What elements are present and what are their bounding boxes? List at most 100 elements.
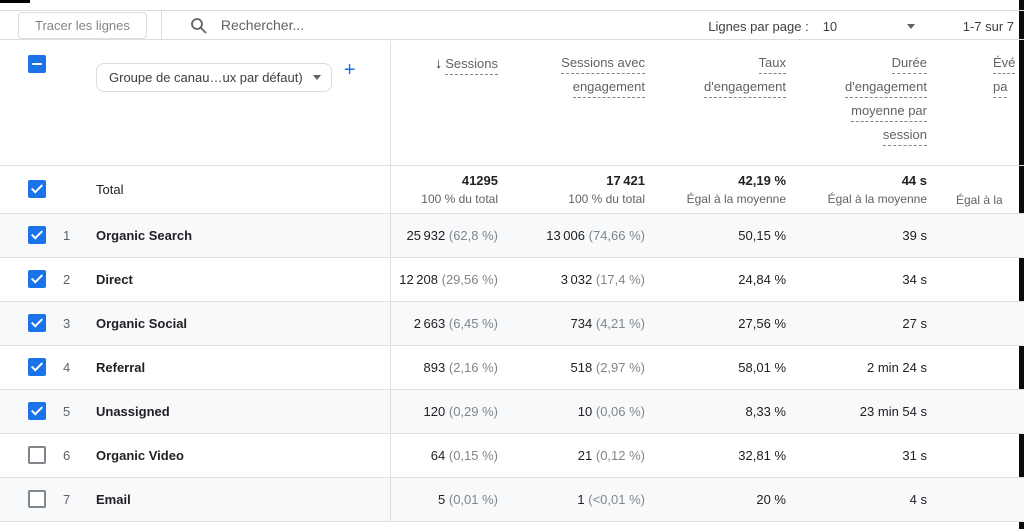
channel-name: Email [95,477,391,522]
sessions-value: 5 [438,491,446,507]
sessions-pct: (29,56 %) [441,271,498,287]
sessions-value: 893 [423,359,446,375]
total-rate-sub: Égal à la moyenne [686,191,786,206]
table-row: 3 Organic Social 2 663 (6,45 %) 734 (4,2… [0,301,1024,346]
rows-per-page-value: 10 [822,18,838,34]
total-events-sub-clipped: Égal à la [956,193,1003,207]
engaged-value: 518 [570,359,593,375]
channel-name: Direct [95,257,391,302]
total-rate: 42,19 % [738,172,786,188]
engaged-pct: (4,21 %) [595,315,645,331]
engaged-pct: (17,4 %) [595,271,645,287]
sessions-value: 120 [423,403,446,419]
row-number: 2 [62,257,95,302]
add-dimension-button[interactable]: + [343,59,356,81]
sessions-pct: (6,45 %) [448,315,498,331]
chevron-down-icon [906,23,915,29]
channels-table: Groupe de canau…ux par défaut) + ↓ Sessio… [0,41,1024,522]
column-header-events-clipped[interactable]: Évé pa [939,41,1024,166]
duration-value: 4 s [798,477,939,522]
total-row-checkbox[interactable] [28,180,46,198]
table-row: 6 Organic Video 64 (0,15 %) 21 (0,12 %) … [0,433,1024,478]
channel-name: Organic Social [95,301,391,346]
select-all-checkbox[interactable] [28,55,46,73]
table-row: 2 Direct 12 208 (29,56 %) 3 032 (17,4 %)… [0,257,1024,302]
rate-value: 32,81 % [657,433,798,478]
rate-value: 58,01 % [657,345,798,390]
sessions-value: 25 932 [406,227,446,243]
table-row: 1 Organic Search 25 932 (62,8 %) 13 006 … [0,213,1024,258]
search-icon [190,17,207,33]
column-header-avg-engagement-time[interactable]: Durée d'engagement moyenne par session [798,41,939,166]
row-number: 3 [62,301,95,346]
row-number: 1 [62,213,95,258]
rate-value: 8,33 % [657,389,798,434]
duration-value: 39 s [798,213,939,258]
sessions-pct: (62,8 %) [448,227,498,243]
engaged-value: 1 [577,491,585,507]
total-engaged: 17 421 [606,172,645,188]
column-header-engaged-sessions[interactable]: Sessions avec engagement [510,41,657,166]
rate-value: 24,84 % [657,257,798,302]
row-number: 4 [62,345,95,390]
rows-per-page-select[interactable]: 10 [823,19,915,34]
duration-value: 23 min 54 s [798,389,939,434]
search-input[interactable] [218,16,523,34]
row-checkbox[interactable] [28,402,46,420]
total-duration-sub: Égal à la moyenne [827,191,927,206]
sessions-value: 2 663 [413,315,446,331]
engaged-pct: (0,12 %) [595,447,645,463]
engaged-value: 13 006 [546,227,585,243]
channel-name: Organic Video [95,433,391,478]
total-row: Total 41295 100 % du total 17 421 100 % du… [0,165,1024,214]
engaged-pct: (2,97 %) [595,359,645,375]
rate-value: 20 % [657,477,798,522]
row-checkbox[interactable] [28,314,46,332]
sessions-value: 12 208 [399,271,438,287]
engaged-value: 10 [577,403,593,419]
sessions-pct: (2,16 %) [448,359,498,375]
chevron-down-icon [312,75,321,80]
sessions-pct: (0,29 %) [448,403,498,419]
crop-artifact-top [0,0,30,3]
plot-rows-button[interactable]: Tracer les lignes [18,11,147,39]
table-row: 5 Unassigned 120 (0,29 %) 10 (0,06 %) 8,… [0,389,1024,434]
row-number: 5 [62,389,95,434]
toolbar-right: Lignes par page : 10 1-7 sur 7 [708,11,1014,41]
table-row: 7 Email 5 (0,01 %) 1 (<0,01 %) 20 % 4 s [0,477,1024,522]
channel-name: Organic Search [95,213,391,258]
duration-value: 27 s [798,301,939,346]
pagination-range: 1-7 sur 7 [962,18,1014,34]
channel-name: Referral [95,345,391,390]
row-checkbox[interactable] [28,226,46,244]
duration-value: 2 min 24 s [798,345,939,390]
row-checkbox[interactable] [28,490,46,508]
rows-per-page-label: Lignes par page : [708,18,809,34]
rate-value: 27,56 % [657,301,798,346]
rate-value: 50,15 % [657,213,798,258]
row-checkbox[interactable] [28,446,46,464]
column-header-sessions[interactable]: ↓ Sessions [390,41,510,166]
duration-value: 34 s [798,257,939,302]
table-row: 4 Referral 893 (2,16 %) 518 (2,97 %) 58,… [0,345,1024,390]
row-number: 7 [62,477,95,522]
search-box[interactable] [190,16,523,34]
engaged-value: 734 [570,315,593,331]
toolbar-divider [160,10,162,40]
sort-descending-icon: ↓ [435,55,443,71]
row-checkbox[interactable] [28,358,46,376]
engaged-pct: (<0,01 %) [588,491,645,507]
table-toolbar: Tracer les lignes Lignes par page : 10 1… [0,10,1024,40]
total-duration: 44 s [901,172,927,188]
sessions-pct: (0,01 %) [448,491,498,507]
sessions-value: 64 [430,447,446,463]
row-checkbox[interactable] [28,270,46,288]
engaged-value: 3 032 [560,271,593,287]
total-label: Total [95,165,391,214]
engaged-pct: (74,66 %) [588,227,645,243]
channel-name: Unassigned [95,389,391,434]
total-sessions-sub: 100 % du total [421,191,498,206]
column-header-engagement-rate[interactable]: Taux d'engagement [657,41,798,166]
table-header-row: Groupe de canau…ux par défaut) + ↓ Sessio… [0,41,1024,166]
dimension-dropdown[interactable]: Groupe de canau…ux par défaut) [96,63,332,92]
